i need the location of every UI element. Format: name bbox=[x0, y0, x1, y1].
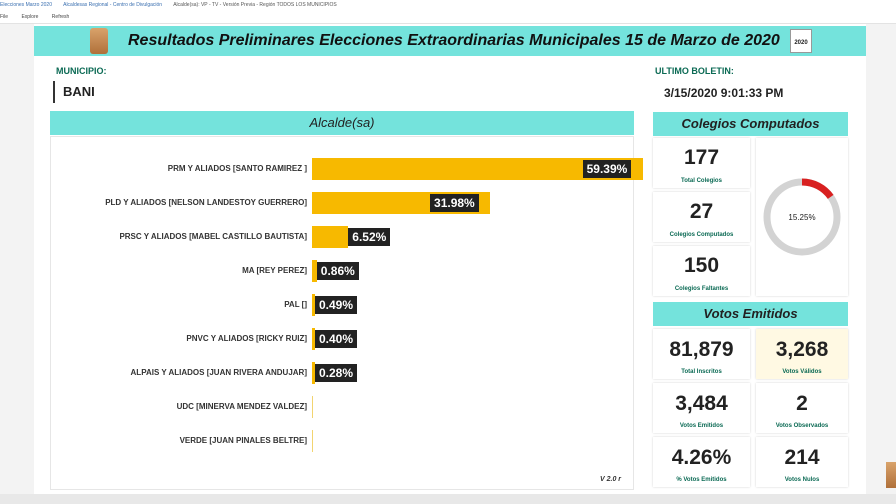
votos-emitidos-card: 3,484 Votos Emitidos bbox=[653, 383, 750, 433]
candidate-label: PLD Y ALIADOS [NELSON LANDESTOY GUERRERO… bbox=[105, 198, 307, 207]
candidate-label: ALPAIS Y ALIADOS [JUAN RIVERA ANDUJAR] bbox=[130, 368, 307, 377]
chart-row: PAL [] 0.49% bbox=[51, 294, 635, 316]
toolbar-actions: File Explore Refresh bbox=[0, 14, 81, 20]
vote-bar[interactable] bbox=[312, 328, 315, 350]
refresh-button[interactable]: Refresh bbox=[51, 14, 70, 20]
total-colegios-caption: Total Colegios bbox=[681, 178, 722, 184]
vote-percent-label: 31.98% bbox=[430, 194, 479, 212]
votos-emitidos-caption: Votos Emitidos bbox=[679, 423, 724, 429]
pct-votos-emitidos-value: 4.26% bbox=[671, 446, 732, 469]
vote-percent-label: 0.28% bbox=[315, 364, 358, 382]
municipio-label: MUNICIPIO: bbox=[56, 66, 107, 76]
candidate-label: PNVC Y ALIADOS [RICKY RUIZ] bbox=[186, 334, 307, 343]
pct-votos-emitidos-caption: % Votos Emitidos bbox=[676, 477, 727, 483]
tab-elecciones[interactable]: Elecciones Marzo 2020 bbox=[0, 2, 52, 8]
chart-row: PRM Y ALIADOS [SANTO RAMIREZ ] 59.39% bbox=[51, 158, 643, 180]
votos-validos-card: 3,268 Votos Válidos bbox=[756, 329, 848, 379]
votos-nulos-value: 214 bbox=[784, 446, 820, 469]
report-canvas: Resultados Preliminares Elecciones Extra… bbox=[34, 24, 866, 494]
chart-row: PRSC Y ALIADOS [MABEL CASTILLO BAUTISTA]… bbox=[51, 226, 635, 248]
vote-bar[interactable] bbox=[312, 158, 643, 180]
total-inscritos-value: 81,879 bbox=[669, 338, 734, 361]
candidate-label: MA [REY PEREZ] bbox=[242, 266, 307, 275]
vote-percent-label: 0.49% bbox=[315, 296, 358, 314]
chart-row: ALPAIS Y ALIADOS [JUAN RIVERA ANDUJAR] 0.… bbox=[51, 362, 635, 384]
pct-votos-emitidos-card: 4.26% % Votos Emitidos bbox=[653, 437, 750, 487]
chart-row: PLD Y ALIADOS [NELSON LANDESTOY GUERRERO… bbox=[51, 192, 635, 214]
file-menu[interactable]: File bbox=[0, 14, 9, 20]
report-header: Resultados Preliminares Elecciones Extra… bbox=[34, 26, 866, 56]
tab-current[interactable]: Alcalde(sa): VP - TV - Versión Previa - … bbox=[173, 2, 337, 8]
candidate-label: PAL [] bbox=[284, 300, 307, 309]
votos-validos-value: 3,268 bbox=[775, 338, 829, 361]
candidate-label: PRM Y ALIADOS [SANTO RAMIREZ ] bbox=[167, 164, 307, 173]
alcalde-chart-panel: PRM Y ALIADOS [SANTO RAMIREZ ] 59.39% PLD … bbox=[50, 136, 643, 490]
vote-bar[interactable] bbox=[312, 226, 349, 248]
votos-observados-caption: Votos Observados bbox=[775, 423, 829, 429]
candidate-label: UDC [MINERVA MENDEZ VALDEZ] bbox=[176, 402, 307, 411]
gauge-percent-label: 15.25% bbox=[788, 213, 815, 222]
vote-bar[interactable] bbox=[312, 396, 313, 418]
colegios-faltantes-value: 150 bbox=[683, 254, 720, 277]
page-title: Resultados Preliminares Elecciones Extra… bbox=[128, 32, 780, 49]
total-colegios-value: 177 bbox=[683, 146, 720, 169]
total-inscritos-card: 81,879 Total Inscritos bbox=[653, 329, 750, 379]
vote-percent-label: 0.86% bbox=[316, 262, 359, 280]
votos-observados-value: 2 bbox=[796, 392, 808, 415]
chart-row: VERDE [JUAN PINALES BELTRE] bbox=[51, 430, 635, 452]
vote-bar[interactable] bbox=[312, 362, 315, 384]
vote-bar[interactable] bbox=[312, 294, 315, 316]
votos-emitidos-value: 3,484 bbox=[675, 392, 728, 415]
explore-menu[interactable]: Explore bbox=[21, 14, 39, 20]
boletin-date: 3/15/2020 9:01:33 PM bbox=[664, 86, 784, 100]
municipio-value[interactable]: BANI bbox=[53, 81, 253, 103]
vote-percent-label: 6.52% bbox=[348, 228, 391, 246]
colegios-faltantes-caption: Colegios Faltantes bbox=[674, 286, 729, 292]
elecciones-2020-logo: 2020 bbox=[790, 29, 812, 53]
total-colegios-card: 177 Total Colegios bbox=[653, 138, 750, 188]
colegios-gauge: 15.25% bbox=[763, 178, 841, 256]
vote-bar[interactable] bbox=[312, 260, 317, 282]
candidate-label: PRSC Y ALIADOS [MABEL CASTILLO BAUTISTA] bbox=[119, 232, 307, 241]
colegios-panel-title: Colegios Computados bbox=[653, 112, 848, 136]
vote-percent-label: 59.39% bbox=[582, 160, 632, 178]
browser-tabs: Elecciones Marzo 2020 Alcaldesas Regiona… bbox=[0, 2, 347, 8]
chart-row: MA [REY PEREZ] 0.86% bbox=[51, 260, 635, 282]
votos-nulos-caption: Votos Nulos bbox=[784, 477, 820, 483]
bottom-strip bbox=[0, 494, 896, 504]
vote-bar[interactable] bbox=[312, 430, 313, 452]
colegios-gauge-card: 15.25% bbox=[756, 138, 848, 296]
jce-logo-icon bbox=[90, 28, 108, 54]
tab-regional[interactable]: Alcaldesas Regional - Centro de Divulgac… bbox=[63, 2, 163, 8]
colegios-faltantes-card: 150 Colegios Faltantes bbox=[653, 246, 750, 296]
total-inscritos-caption: Total Inscritos bbox=[681, 369, 722, 375]
boletin-label: ULTIMO BOLETIN: bbox=[655, 66, 734, 76]
votos-observados-card: 2 Votos Observados bbox=[756, 383, 848, 433]
chart-row: PNVC Y ALIADOS [RICKY RUIZ] 0.40% bbox=[51, 328, 635, 350]
vote-percent-label: 0.40% bbox=[315, 330, 358, 348]
chart-row: UDC [MINERVA MENDEZ VALDEZ] bbox=[51, 396, 635, 418]
colegios-computados-card: 27 Colegios Computados bbox=[653, 192, 750, 242]
corner-logo-icon bbox=[886, 462, 896, 488]
alcalde-panel-title: Alcalde(sa) bbox=[50, 111, 634, 135]
colegios-computados-caption: Colegios Computados bbox=[669, 232, 734, 238]
votos-nulos-card: 214 Votos Nulos bbox=[756, 437, 848, 487]
votos-panel-title: Votos Emitidos bbox=[653, 302, 848, 326]
browser-toolbar: Elecciones Marzo 2020 Alcaldesas Regiona… bbox=[0, 0, 896, 24]
votos-validos-caption: Votos Válidos bbox=[782, 369, 822, 375]
version-label: V 2.0 r bbox=[600, 476, 622, 483]
gauge-progress-arc bbox=[763, 178, 841, 256]
colegios-computados-value: 27 bbox=[689, 200, 714, 223]
candidate-label: VERDE [JUAN PINALES BELTRE] bbox=[179, 436, 307, 445]
